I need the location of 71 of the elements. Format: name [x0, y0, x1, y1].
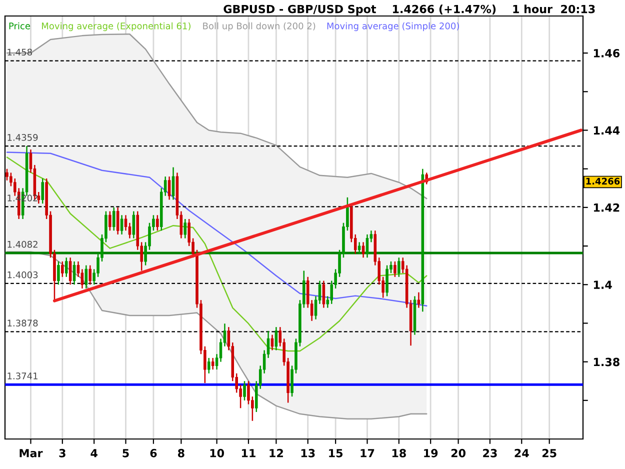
line-series: [6, 251, 428, 420]
x-tick-label: 24: [514, 448, 529, 458]
x-tick-label: 3: [59, 448, 66, 458]
x-tick-label: 11: [242, 449, 256, 458]
candlestick: [124, 214, 128, 232]
chart-title: GBPUSD - GBP/USD Spot 1.4266 (+1.47%) 1 hour 20:13: [224, 4, 595, 16]
x-tick-label: 13: [301, 448, 315, 458]
x-tick-label: 5: [122, 449, 129, 458]
candlestick: [274, 326, 278, 351]
candlestick: [41, 178, 44, 204]
x-tick-label: 12: [270, 448, 283, 458]
candlestick: [116, 206, 120, 236]
line-series: [6, 152, 428, 306]
candlestick: [132, 210, 136, 239]
y-tick-label: 1.4: [594, 280, 612, 289]
ref-line-label: 1.3878: [8, 320, 38, 326]
candlestick: [394, 260, 396, 278]
x-tick-label: 6: [150, 448, 157, 458]
candlestick: [72, 260, 76, 286]
ref-line-label: 1.458: [8, 48, 32, 56]
x-tick-label: 4: [90, 449, 98, 458]
candlestick: [243, 380, 246, 402]
candlestick: [61, 260, 64, 278]
y-tick-label: 1.42: [594, 203, 620, 212]
line-series: [6, 34, 428, 200]
candlestick: [112, 206, 116, 232]
candlestick: [417, 292, 420, 308]
x-tick-label: 18: [392, 448, 406, 458]
candlestick: [211, 357, 214, 370]
x-tick-label: 8: [178, 448, 184, 458]
text: Moving average (Simple 200): [327, 22, 459, 32]
candlestick: [366, 234, 369, 258]
candlestick: [362, 242, 365, 258]
x-tick-label: 17: [360, 449, 374, 458]
candlestick: [168, 176, 171, 200]
text: Moving average (Exponential 61): [42, 22, 190, 32]
candlestick: [88, 264, 92, 286]
candlestick: [57, 260, 60, 286]
candlestick: [108, 210, 112, 232]
ref-line-label: 1.4003: [8, 271, 38, 278]
ref-line-label: 1.3741: [8, 372, 38, 380]
y-tick-label: 1.38: [594, 358, 620, 366]
candlestick: [68, 256, 72, 286]
candlestick: [207, 357, 210, 374]
candlestick: [84, 264, 88, 290]
candlestick: [64, 256, 68, 278]
candlestick: [156, 214, 159, 232]
text: Price: [9, 22, 30, 30]
candlestick: [120, 214, 124, 236]
x-tick-label: 19: [424, 448, 438, 458]
candlestick: [184, 218, 187, 239]
candlestick: [128, 222, 132, 239]
y-tick-label: 1.46: [594, 49, 620, 58]
annotation: 1.4266: [586, 178, 620, 185]
x-tick-label: 10: [210, 448, 224, 458]
ref-line-label: 1.4082: [8, 240, 38, 248]
candlestick: [247, 380, 250, 405]
candlestick: [6, 168, 8, 182]
x-tick-label: 20: [451, 448, 466, 458]
candlestick: [386, 264, 388, 297]
candlestick: [80, 268, 84, 290]
y-tick-label: 1.44: [594, 126, 620, 134]
x-tick-label: 23: [483, 448, 497, 458]
x-tick-label: Mar: [20, 449, 43, 458]
ref-line-label: 1.4359: [8, 134, 38, 141]
candlestick: [172, 166, 175, 200]
x-tick-label: 25: [542, 448, 556, 458]
x-tick-label: 15: [329, 449, 343, 458]
candlestick: [358, 242, 361, 254]
annotation: Boll up Boll down (200 2): [203, 22, 316, 32]
candlestick: [398, 256, 400, 278]
